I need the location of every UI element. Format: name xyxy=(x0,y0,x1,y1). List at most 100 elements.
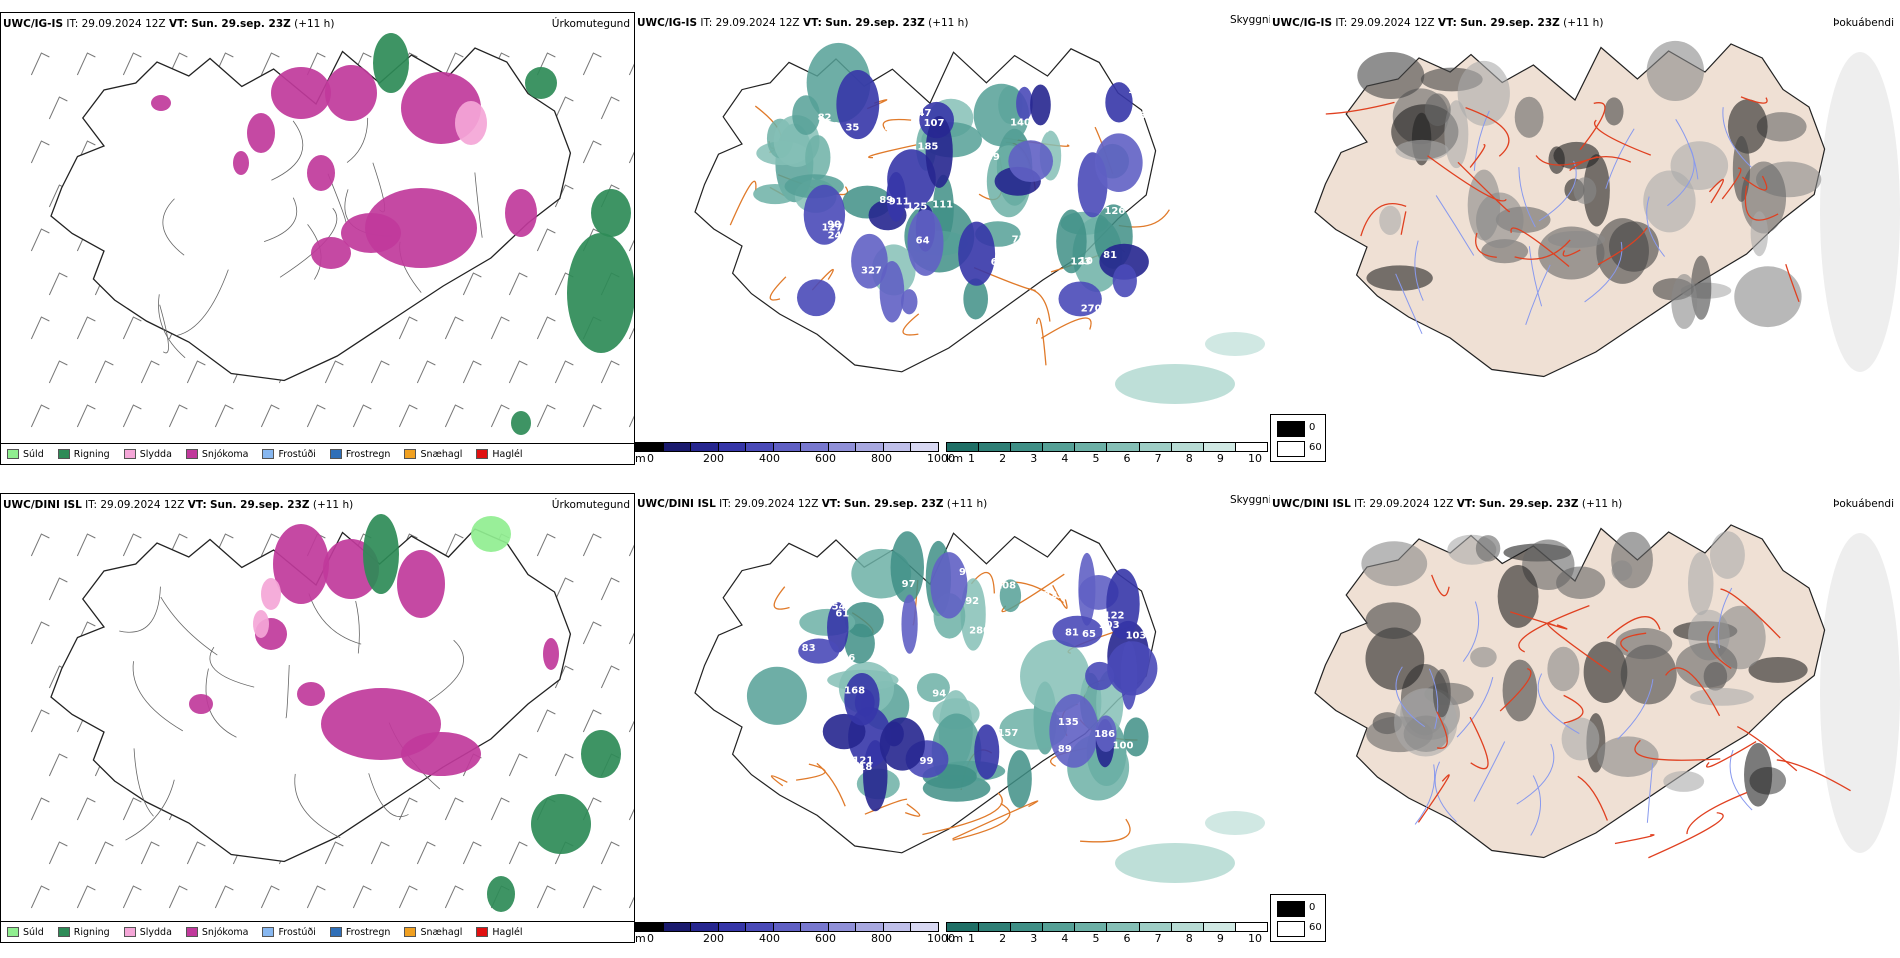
wind-barb xyxy=(398,316,418,340)
fog-legend-swatch xyxy=(1277,421,1305,437)
colorbar-segment xyxy=(1171,923,1204,931)
colorbar-segment xyxy=(773,923,802,931)
fog-index-area xyxy=(1675,642,1738,688)
cloud-base-colorbar: m 0 200 400 600 800 1000 xyxy=(635,918,955,958)
cloud-base-label: 167 xyxy=(810,265,831,276)
roads xyxy=(1417,574,1851,859)
wind-barb xyxy=(628,415,634,428)
wind-barb xyxy=(186,360,206,384)
road-line xyxy=(271,120,304,181)
wind-barb xyxy=(122,404,142,428)
fog-index-area xyxy=(1608,221,1660,272)
wind-barb xyxy=(48,360,68,384)
fog-index-area xyxy=(1514,96,1544,138)
legend-label: Snjókoma xyxy=(201,448,249,460)
wind-barb xyxy=(536,709,556,733)
river-line xyxy=(1414,764,1436,825)
legend-swatch xyxy=(476,927,489,937)
fog-legend: 0 60 xyxy=(1270,894,1326,942)
precip-area xyxy=(233,151,249,175)
colorbar-segment xyxy=(1107,443,1140,451)
road-line xyxy=(796,763,826,781)
colorbar-segment xyxy=(1139,443,1172,451)
fog-index-area xyxy=(1750,211,1769,257)
precip-area xyxy=(341,213,401,253)
river-line xyxy=(1722,107,1752,168)
cloud-base-label: 107 xyxy=(924,118,945,129)
cloud-base-label: 249 xyxy=(819,121,840,132)
river-line xyxy=(1518,167,1536,228)
cloud-base-label: 121 xyxy=(852,756,873,767)
cloud-base-area xyxy=(1085,661,1115,691)
road-line xyxy=(355,600,360,654)
road-line xyxy=(1720,588,1781,639)
colorbar-tick-label: 4 xyxy=(1061,452,1069,465)
road-line xyxy=(1634,739,1721,761)
wind-barb xyxy=(306,52,326,76)
colorbar-tick-label: 800 xyxy=(871,452,892,465)
colorbar-tick-label: 1 xyxy=(968,932,975,945)
cloud-base-label: 125 xyxy=(906,201,927,212)
colorbar-segment xyxy=(856,923,884,931)
cloud-base-label: 183 xyxy=(877,122,898,133)
precip-area xyxy=(273,524,329,604)
legend-label: Súld xyxy=(23,448,44,460)
cloud-base-label: 157 xyxy=(997,728,1018,739)
visibility-area xyxy=(805,135,831,180)
river-line xyxy=(1605,128,1635,189)
wind-barb xyxy=(536,228,556,252)
wind-barb xyxy=(76,533,96,557)
precip-area xyxy=(325,65,377,121)
colorbar-unit: km xyxy=(946,452,964,465)
colorbar-segment xyxy=(746,923,774,931)
wind-barb xyxy=(398,885,418,909)
cloud-base-area xyxy=(1095,715,1117,752)
road-line xyxy=(770,775,788,787)
precip-area xyxy=(311,237,351,269)
wind-barb xyxy=(628,808,634,821)
cloud-base-area xyxy=(879,717,925,771)
legend-item: Slydda xyxy=(123,927,172,938)
wind-barb xyxy=(30,228,50,252)
precip-area xyxy=(505,189,537,237)
cloud-base-label: 65 xyxy=(1082,629,1096,640)
fog-index-area xyxy=(1671,273,1698,329)
wind-barb xyxy=(324,360,344,384)
fog-index-area xyxy=(1597,736,1659,777)
wind-barb xyxy=(48,96,68,120)
legend-label: Rigning xyxy=(73,926,110,938)
wind-barb xyxy=(462,841,482,865)
wind-barb xyxy=(582,52,602,76)
wind-barb xyxy=(260,52,280,76)
cloud-base-label: 10 xyxy=(1079,256,1093,267)
wind-barb xyxy=(444,316,464,340)
colorbar-segment xyxy=(1043,923,1076,931)
colorbar-segment xyxy=(663,923,692,931)
cloud-base-label: 147 xyxy=(911,108,932,119)
wind-barb xyxy=(76,797,96,821)
road-line xyxy=(1499,668,1532,712)
legend-swatch xyxy=(404,927,417,937)
fog-index-area xyxy=(1548,146,1565,174)
wind-barb xyxy=(122,52,142,76)
visibility-panel-top: UWC/IG-IS IT: 29.09.2024 12Z VT: Sun. 29… xyxy=(635,12,1270,465)
colorbar-tick-label: 3 xyxy=(1030,452,1038,465)
precip-map xyxy=(30,514,634,912)
fog-index-area xyxy=(1611,560,1633,581)
wind-barb xyxy=(30,621,50,645)
precip-areas xyxy=(189,514,621,912)
colorbar-segment xyxy=(828,923,857,931)
road-line xyxy=(1080,818,1131,843)
cloud-base-area xyxy=(1058,281,1102,317)
panel-title: Þokuábendi xyxy=(1833,17,1894,29)
wind-barb xyxy=(554,577,574,601)
precip-area xyxy=(373,33,409,93)
fog-index-area xyxy=(1424,93,1451,127)
cloud-base-label: 146 xyxy=(1029,125,1050,136)
wind-barb xyxy=(536,885,556,909)
cloud-base-label: 135 xyxy=(1058,717,1079,728)
road-line xyxy=(474,172,483,238)
river-line xyxy=(1646,196,1666,257)
road-line xyxy=(1741,175,1768,191)
fog-index-area xyxy=(1663,770,1705,792)
